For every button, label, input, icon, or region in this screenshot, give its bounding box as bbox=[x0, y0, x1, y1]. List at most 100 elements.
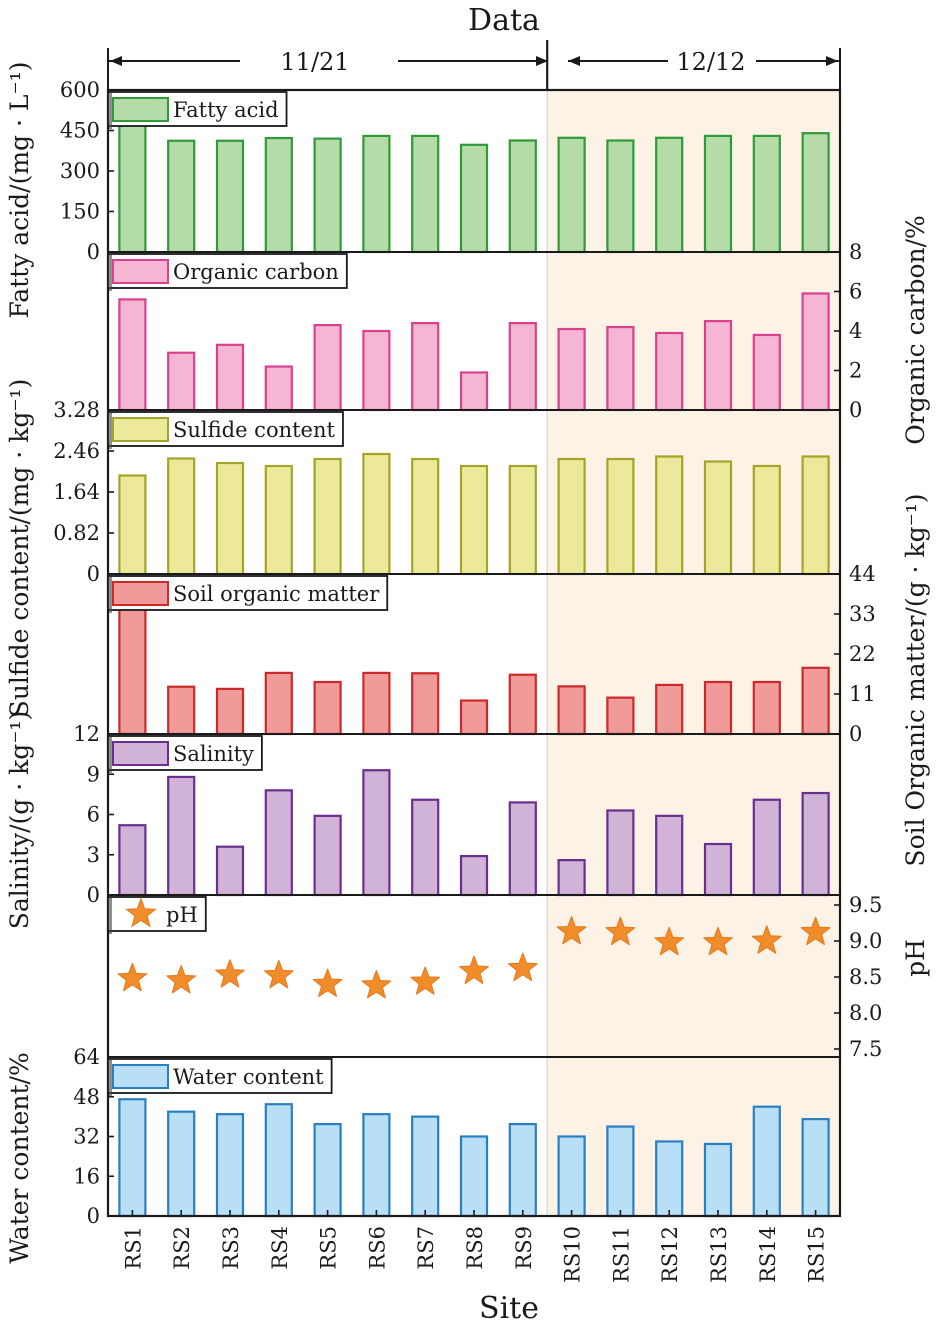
axis-ticks: 01503004506000246800.821.642.463.2801122… bbox=[53, 78, 882, 1228]
sulfide-axis-title: Sulfide content/(mg · kg⁻¹) bbox=[5, 379, 34, 718]
som-tick-label: 0 bbox=[849, 722, 862, 746]
period-arrowhead bbox=[826, 56, 838, 66]
salinity-bar-RS8 bbox=[459, 854, 489, 897]
oc-bar-RS4 bbox=[264, 365, 293, 412]
water-tick-label: 64 bbox=[73, 1045, 100, 1069]
site-label-RS14: RS14 bbox=[756, 1226, 780, 1283]
water-bar-RS7 bbox=[411, 1115, 440, 1218]
salinity-legend: Salinity bbox=[107, 735, 263, 773]
salinity-bar-RS13 bbox=[703, 842, 733, 897]
salinity-bar-RS11 bbox=[606, 809, 635, 897]
legends: Fatty acid Organic carbon Sulfide content S… bbox=[107, 91, 389, 1096]
site-label-RS1: RS1 bbox=[121, 1226, 145, 1270]
site-label-RS6: RS6 bbox=[365, 1226, 389, 1270]
som-axis-title: Soil Organic matter/(g · kg⁻¹) bbox=[901, 493, 930, 866]
site-label-RS11: RS11 bbox=[609, 1226, 633, 1283]
fatty-bar-RS14 bbox=[752, 134, 781, 254]
water-bar-RS12 bbox=[655, 1140, 684, 1218]
salinity-legend-label: Salinity bbox=[173, 742, 254, 766]
panel-oc bbox=[118, 292, 830, 412]
ph-point-RS5 bbox=[312, 968, 343, 997]
fatty-tick-label: 300 bbox=[60, 159, 100, 183]
salinity-legend-swatch bbox=[112, 741, 169, 766]
legend-shadow bbox=[109, 1060, 112, 1096]
som-bar-RS13 bbox=[703, 680, 733, 736]
ph-legend: pH bbox=[107, 896, 207, 934]
salinity-tick-label: 0 bbox=[87, 883, 100, 907]
legend-shadow bbox=[109, 255, 112, 291]
water-bar-RS6 bbox=[362, 1113, 391, 1218]
oc-tick-label: 2 bbox=[849, 359, 862, 383]
sulfide-bar-RS2 bbox=[167, 457, 196, 576]
water-bar-RS15 bbox=[801, 1118, 830, 1218]
oc-bar-RS1 bbox=[118, 298, 147, 412]
salinity-bar-RS15 bbox=[801, 791, 830, 897]
fatty-bar-RS6 bbox=[362, 134, 391, 254]
site-label-RS9: RS9 bbox=[512, 1226, 536, 1270]
fatty-bar-RS1 bbox=[118, 123, 147, 254]
ph-point-RS9 bbox=[507, 952, 538, 982]
salinity-bar-RS7 bbox=[411, 798, 440, 897]
period-arrowhead bbox=[110, 56, 122, 66]
site-label-RS5: RS5 bbox=[317, 1226, 341, 1270]
oc-legend-swatch bbox=[112, 259, 169, 284]
salinity-bar-RS6 bbox=[362, 769, 391, 897]
salinity-tick-label: 9 bbox=[87, 762, 100, 786]
legend-shadow bbox=[109, 898, 112, 934]
panel-water bbox=[118, 1098, 830, 1218]
fatty-bar-RS10 bbox=[557, 136, 586, 254]
som-bar-RS10 bbox=[557, 685, 586, 736]
oc-bar-RS14 bbox=[752, 333, 781, 412]
period-label-2: 12/12 bbox=[676, 48, 745, 76]
fatty-bar-RS2 bbox=[167, 139, 196, 254]
som-tick-label: 44 bbox=[849, 562, 876, 586]
fatty-legend: Fatty acid bbox=[107, 91, 288, 129]
sulfide-bar-RS9 bbox=[508, 464, 537, 576]
som-bar-RS7 bbox=[411, 672, 440, 736]
period-label-1: 11/21 bbox=[280, 48, 349, 76]
som-bar-RS12 bbox=[655, 683, 684, 736]
sulfide-bar-RS10 bbox=[557, 457, 586, 576]
ph-point-RS8 bbox=[459, 955, 489, 984]
fatty-bar-RS8 bbox=[459, 143, 489, 254]
site-label-RS13: RS13 bbox=[707, 1226, 731, 1283]
sulfide-bar-RS13 bbox=[703, 460, 733, 576]
ph-point-RS7 bbox=[410, 966, 441, 995]
sulfide-legend: Sulfide content bbox=[107, 411, 344, 449]
salinity-bar-RS3 bbox=[215, 845, 245, 897]
som-bar-RS1 bbox=[118, 601, 147, 736]
site-label-RS4: RS4 bbox=[268, 1226, 292, 1270]
water-tick-label: 32 bbox=[73, 1125, 100, 1149]
panel-som bbox=[118, 601, 830, 736]
sulfide-tick-label: 1.64 bbox=[53, 480, 100, 504]
som-bar-RS6 bbox=[362, 671, 391, 736]
sulfide-bar-RS6 bbox=[362, 452, 391, 576]
ph-point-RS11 bbox=[605, 916, 636, 946]
som-legend: Soil organic matter bbox=[107, 575, 389, 613]
oc-bar-RS6 bbox=[362, 329, 391, 412]
fatty-bar-RS9 bbox=[508, 139, 537, 254]
water-bar-RS2 bbox=[167, 1110, 196, 1218]
oc-legend: Organic carbon bbox=[107, 253, 348, 291]
ph-tick-label: 9.0 bbox=[849, 929, 882, 953]
sulfide-tick-label: 2.46 bbox=[53, 439, 100, 463]
oc-tick-label: 8 bbox=[849, 240, 862, 264]
oc-axis-title: Organic carbon/% bbox=[901, 215, 930, 445]
fatty-tick-label: 0 bbox=[87, 240, 100, 264]
oc-tick-label: 0 bbox=[849, 398, 862, 422]
water-bar-RS9 bbox=[508, 1122, 537, 1218]
site-label-RS3: RS3 bbox=[219, 1226, 243, 1270]
salinity-bar-RS14 bbox=[752, 798, 781, 897]
ph-point-RS13 bbox=[703, 926, 733, 956]
site-axis: RS1 RS2 RS3 RS4 RS5 RS6 RS7 RS8 RS9 RS10 RS11 RS12 R… bbox=[121, 1210, 829, 1283]
fatty-tick-label: 450 bbox=[60, 119, 100, 143]
panels bbox=[117, 123, 831, 1218]
legend-shadow bbox=[109, 93, 112, 129]
salinity-bar-RS2 bbox=[167, 775, 196, 897]
ph-point-RS10 bbox=[556, 916, 587, 945]
chart-title: Data bbox=[468, 3, 540, 38]
som-bar-RS3 bbox=[215, 687, 245, 736]
sulfide-tick-label: 0.82 bbox=[53, 521, 100, 545]
ph-point-RS12 bbox=[654, 926, 685, 956]
